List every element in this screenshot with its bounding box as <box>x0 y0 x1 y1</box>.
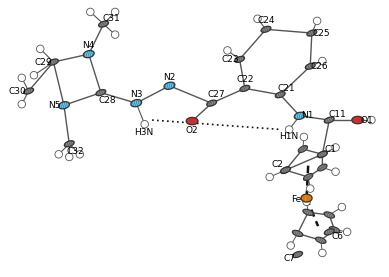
Text: C28: C28 <box>98 96 116 104</box>
Ellipse shape <box>303 198 310 206</box>
Ellipse shape <box>111 31 119 39</box>
Ellipse shape <box>18 74 26 82</box>
Text: C25: C25 <box>312 29 330 37</box>
Ellipse shape <box>76 151 84 158</box>
Text: C2: C2 <box>272 160 284 169</box>
Text: N2: N2 <box>163 73 176 82</box>
Ellipse shape <box>294 112 305 119</box>
Ellipse shape <box>164 82 175 89</box>
Text: O2: O2 <box>186 125 198 135</box>
Text: C29: C29 <box>34 58 52 66</box>
Ellipse shape <box>307 185 314 192</box>
Ellipse shape <box>287 242 294 249</box>
Text: H1N: H1N <box>280 132 299 142</box>
Ellipse shape <box>275 92 285 98</box>
Ellipse shape <box>281 167 290 174</box>
Ellipse shape <box>96 89 106 96</box>
Ellipse shape <box>317 151 327 157</box>
Ellipse shape <box>293 252 303 258</box>
Text: N3: N3 <box>130 90 142 99</box>
Ellipse shape <box>65 153 73 161</box>
Ellipse shape <box>18 101 26 108</box>
Ellipse shape <box>30 71 38 79</box>
Ellipse shape <box>87 8 94 16</box>
Text: O1: O1 <box>361 116 373 125</box>
Text: C30: C30 <box>8 86 26 96</box>
Ellipse shape <box>318 164 327 171</box>
Text: C31: C31 <box>103 14 120 23</box>
Text: H3N: H3N <box>134 128 153 137</box>
Text: C6: C6 <box>331 232 343 240</box>
Text: C11: C11 <box>328 110 346 119</box>
Ellipse shape <box>300 133 308 141</box>
Ellipse shape <box>59 102 69 109</box>
Ellipse shape <box>292 230 303 237</box>
Ellipse shape <box>280 167 291 173</box>
Text: C22: C22 <box>236 75 254 84</box>
Text: C26: C26 <box>311 62 329 71</box>
Ellipse shape <box>141 120 149 128</box>
Ellipse shape <box>298 146 308 153</box>
Ellipse shape <box>49 59 58 65</box>
Ellipse shape <box>324 229 334 235</box>
Ellipse shape <box>305 63 315 69</box>
Text: Fe: Fe <box>291 195 301 204</box>
Ellipse shape <box>207 100 217 106</box>
Ellipse shape <box>307 30 317 36</box>
Ellipse shape <box>332 168 339 176</box>
Ellipse shape <box>131 99 142 107</box>
Ellipse shape <box>332 144 339 151</box>
Ellipse shape <box>318 151 327 158</box>
Ellipse shape <box>303 174 313 180</box>
Text: N5: N5 <box>48 101 61 110</box>
Ellipse shape <box>235 56 245 62</box>
Ellipse shape <box>266 173 273 181</box>
Ellipse shape <box>319 57 326 65</box>
Ellipse shape <box>324 117 334 123</box>
Text: C7: C7 <box>284 254 296 263</box>
Ellipse shape <box>319 249 326 257</box>
Ellipse shape <box>24 88 33 94</box>
Ellipse shape <box>64 141 74 147</box>
Ellipse shape <box>303 209 314 216</box>
Text: C21: C21 <box>278 84 295 93</box>
Ellipse shape <box>224 47 231 54</box>
Ellipse shape <box>111 8 119 16</box>
Ellipse shape <box>352 116 364 124</box>
Ellipse shape <box>338 203 346 211</box>
Ellipse shape <box>37 45 44 53</box>
Text: C1: C1 <box>324 145 336 153</box>
Text: N1: N1 <box>301 111 314 120</box>
Ellipse shape <box>301 194 312 202</box>
Text: C23: C23 <box>221 55 239 64</box>
Ellipse shape <box>313 17 321 25</box>
Text: C32: C32 <box>67 147 84 156</box>
Ellipse shape <box>55 151 63 158</box>
Ellipse shape <box>83 50 94 58</box>
Ellipse shape <box>254 15 261 22</box>
Ellipse shape <box>261 26 271 32</box>
Ellipse shape <box>343 228 351 236</box>
Ellipse shape <box>329 227 340 233</box>
Ellipse shape <box>368 116 375 124</box>
Ellipse shape <box>315 237 326 243</box>
Text: N4: N4 <box>82 41 95 50</box>
Text: C24: C24 <box>257 16 275 25</box>
Ellipse shape <box>324 212 335 218</box>
Ellipse shape <box>286 126 293 133</box>
Ellipse shape <box>240 85 250 91</box>
Text: C27: C27 <box>207 90 225 99</box>
Ellipse shape <box>98 21 109 27</box>
Ellipse shape <box>186 117 198 125</box>
